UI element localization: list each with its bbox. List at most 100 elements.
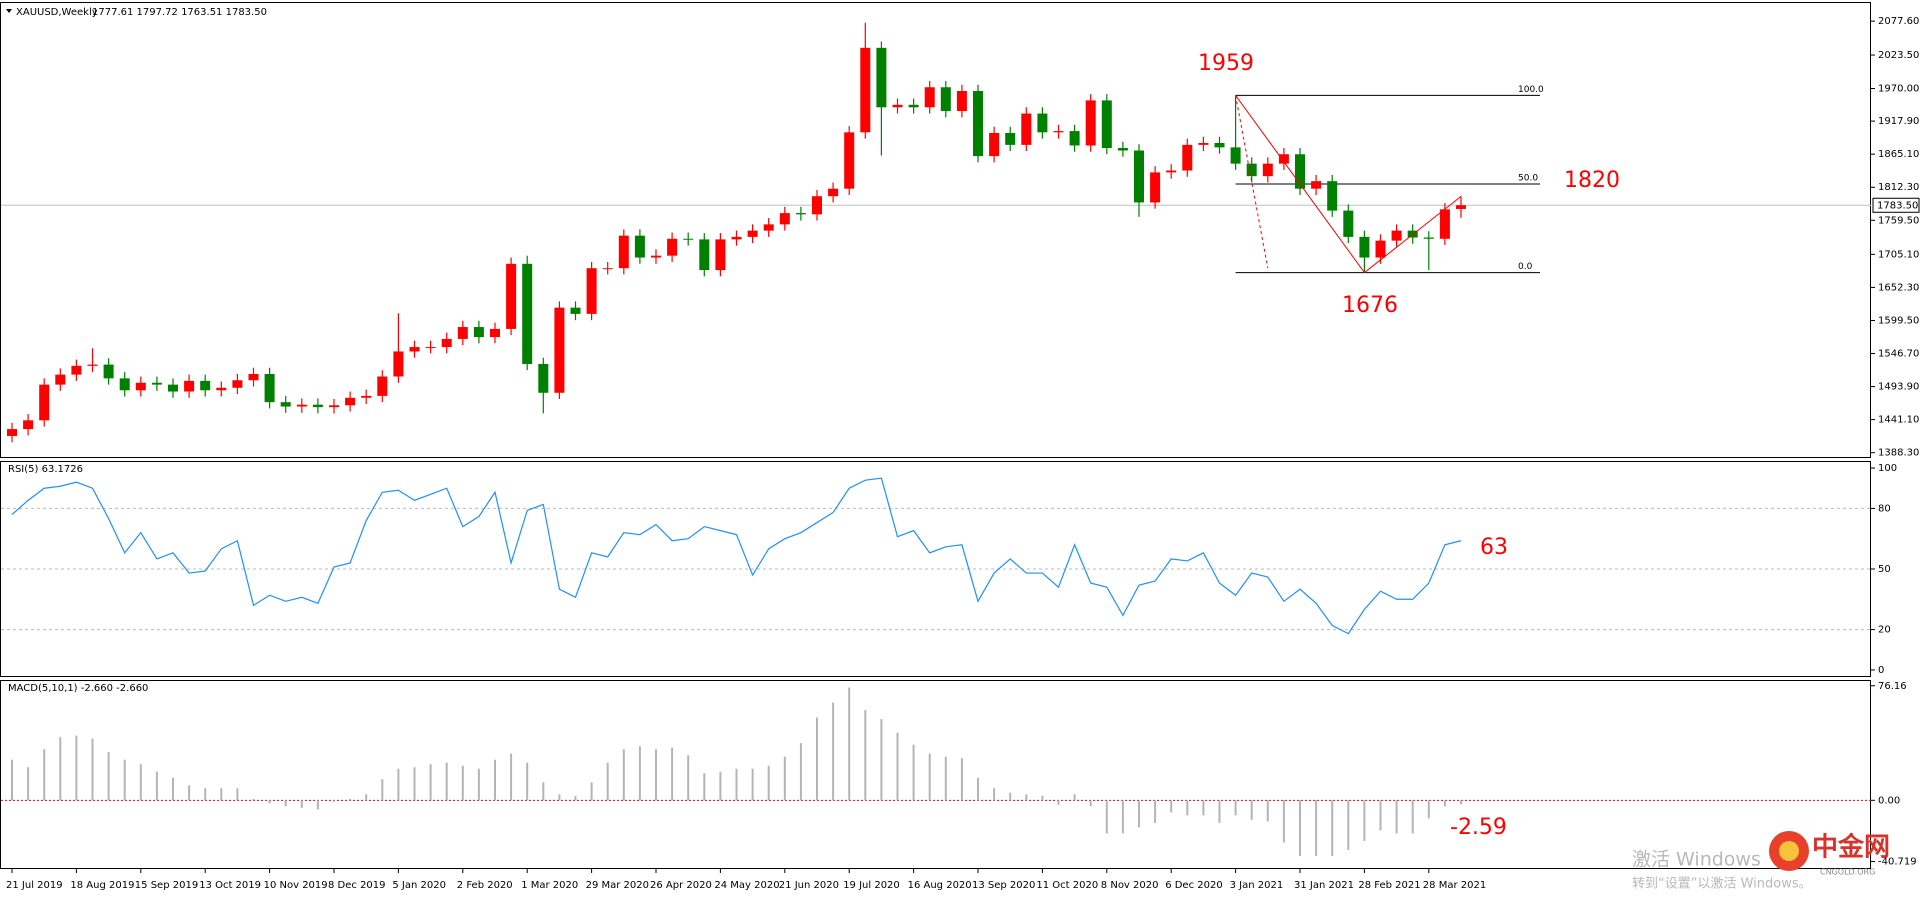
x-tick-label: 28 Feb 2021 bbox=[1358, 880, 1420, 891]
x-tick-label: 5 Jan 2020 bbox=[392, 880, 446, 891]
candle-body bbox=[473, 327, 484, 338]
current-price-label: 1783.50 bbox=[1877, 200, 1918, 211]
candle-body bbox=[409, 347, 420, 352]
candle-body bbox=[747, 230, 758, 237]
y-tick-label: 1705.10 bbox=[1878, 249, 1919, 260]
candle-body bbox=[602, 268, 613, 270]
y-tick-label: 1812.30 bbox=[1878, 182, 1919, 193]
x-tick-label: 16 Aug 2020 bbox=[908, 880, 972, 891]
candle-body bbox=[795, 213, 806, 215]
candle-body bbox=[264, 373, 275, 403]
x-tick-label: 28 Mar 2021 bbox=[1423, 880, 1486, 891]
candle-body bbox=[71, 365, 82, 375]
candle-body bbox=[1117, 147, 1128, 151]
candle-body bbox=[1198, 142, 1209, 145]
candle-body bbox=[280, 402, 291, 407]
y-tick-label: 1441.10 bbox=[1878, 415, 1919, 426]
candle-body bbox=[812, 196, 822, 215]
y-tick-label: 1759.50 bbox=[1878, 215, 1919, 226]
candle-body bbox=[1053, 131, 1064, 133]
candle-body bbox=[1166, 170, 1177, 173]
candle-body bbox=[1295, 154, 1305, 189]
trend-line bbox=[1364, 195, 1462, 273]
candle-body bbox=[1150, 172, 1161, 203]
candle-body bbox=[168, 384, 178, 392]
y-tick-label: 1865.10 bbox=[1878, 149, 1919, 160]
candle-body bbox=[860, 47, 871, 133]
candle-body bbox=[1262, 163, 1273, 177]
candle-body bbox=[1005, 132, 1016, 145]
candle-body bbox=[441, 338, 452, 348]
trend-line bbox=[1235, 95, 1365, 273]
rsi-label: RSI(5) 63.1726 bbox=[8, 464, 83, 475]
candle-body bbox=[667, 238, 678, 256]
candle-body bbox=[586, 268, 597, 314]
candle-body bbox=[956, 91, 967, 112]
candle-body bbox=[876, 47, 887, 108]
candle-body bbox=[683, 238, 694, 240]
candle-body bbox=[1246, 163, 1257, 177]
candle-body bbox=[1230, 147, 1241, 164]
y-tick-label: 2077.60 bbox=[1878, 16, 1919, 27]
candle-body bbox=[538, 363, 549, 393]
candle-body bbox=[296, 404, 307, 407]
x-tick-label: 21 Jun 2020 bbox=[779, 880, 839, 891]
x-tick-label: 8 Nov 2020 bbox=[1101, 880, 1159, 891]
candle-body bbox=[425, 347, 436, 349]
annotation: 1676 bbox=[1342, 293, 1398, 318]
x-tick-label: 31 Jan 2021 bbox=[1294, 880, 1354, 891]
candle-body bbox=[779, 213, 790, 225]
y-tick-label: 1546.70 bbox=[1878, 349, 1919, 360]
candle-body bbox=[570, 307, 581, 314]
y-tick-label: 50 bbox=[1878, 564, 1891, 575]
menu-arrow bbox=[6, 9, 12, 13]
y-tick-label: 1652.30 bbox=[1878, 282, 1919, 293]
candle-body bbox=[715, 239, 726, 271]
annotation: 63 bbox=[1480, 535, 1508, 560]
candle-body bbox=[699, 239, 710, 271]
x-tick-label: 3 Jan 2021 bbox=[1230, 880, 1284, 891]
rsi-panel bbox=[0, 461, 1871, 677]
candle-body bbox=[940, 87, 951, 112]
y-tick-label: 80 bbox=[1878, 503, 1891, 514]
x-tick-label: 8 Dec 2019 bbox=[328, 880, 386, 891]
candle-body bbox=[23, 420, 34, 430]
candle-body bbox=[1423, 237, 1434, 239]
y-tick-label: 1493.90 bbox=[1878, 382, 1919, 393]
x-tick-label: 10 Nov 2019 bbox=[264, 880, 328, 891]
candle-body bbox=[1134, 150, 1144, 203]
ohlc: 1777.61 1797.72 1763.51 1783.50 bbox=[92, 7, 267, 18]
price-panel bbox=[0, 2, 1871, 458]
candle-body bbox=[232, 380, 243, 388]
y-tick-label: 2023.50 bbox=[1878, 50, 1919, 61]
logo-icon bbox=[1779, 841, 1799, 861]
candle-body bbox=[1311, 181, 1322, 189]
y-tick-label: 1599.50 bbox=[1878, 315, 1919, 326]
candle-body bbox=[1069, 131, 1080, 146]
trend-line bbox=[1235, 95, 1269, 269]
candle-body bbox=[924, 87, 935, 108]
candle-body bbox=[1021, 113, 1032, 145]
candle-body bbox=[103, 364, 114, 379]
x-tick-label: 21 Jul 2019 bbox=[6, 880, 63, 891]
candle-body bbox=[216, 387, 227, 391]
y-tick-label: 100 bbox=[1878, 463, 1897, 474]
x-tick-label: 29 Mar 2020 bbox=[586, 880, 649, 891]
fib-label: 0.0 bbox=[1518, 262, 1533, 272]
candle-body bbox=[87, 364, 98, 366]
x-tick-label: 24 May 2020 bbox=[714, 880, 779, 891]
symbol: XAUUSD,Weekly bbox=[16, 7, 98, 18]
macd-label: MACD(5,10,1) -2.660 -2.660 bbox=[8, 683, 148, 694]
candle-body bbox=[1343, 210, 1354, 237]
candle-body bbox=[345, 397, 356, 406]
candle-body bbox=[1101, 100, 1112, 148]
candle-body bbox=[393, 351, 404, 377]
rsi-line bbox=[11, 477, 1462, 635]
candle-body bbox=[1439, 209, 1450, 239]
watermark: 转到“设置”以激活 Windows。 bbox=[1632, 877, 1812, 892]
y-tick-label: 1388.30 bbox=[1878, 448, 1919, 459]
candle-body bbox=[248, 373, 259, 381]
candle-body bbox=[908, 104, 919, 108]
candle-body bbox=[522, 263, 533, 364]
